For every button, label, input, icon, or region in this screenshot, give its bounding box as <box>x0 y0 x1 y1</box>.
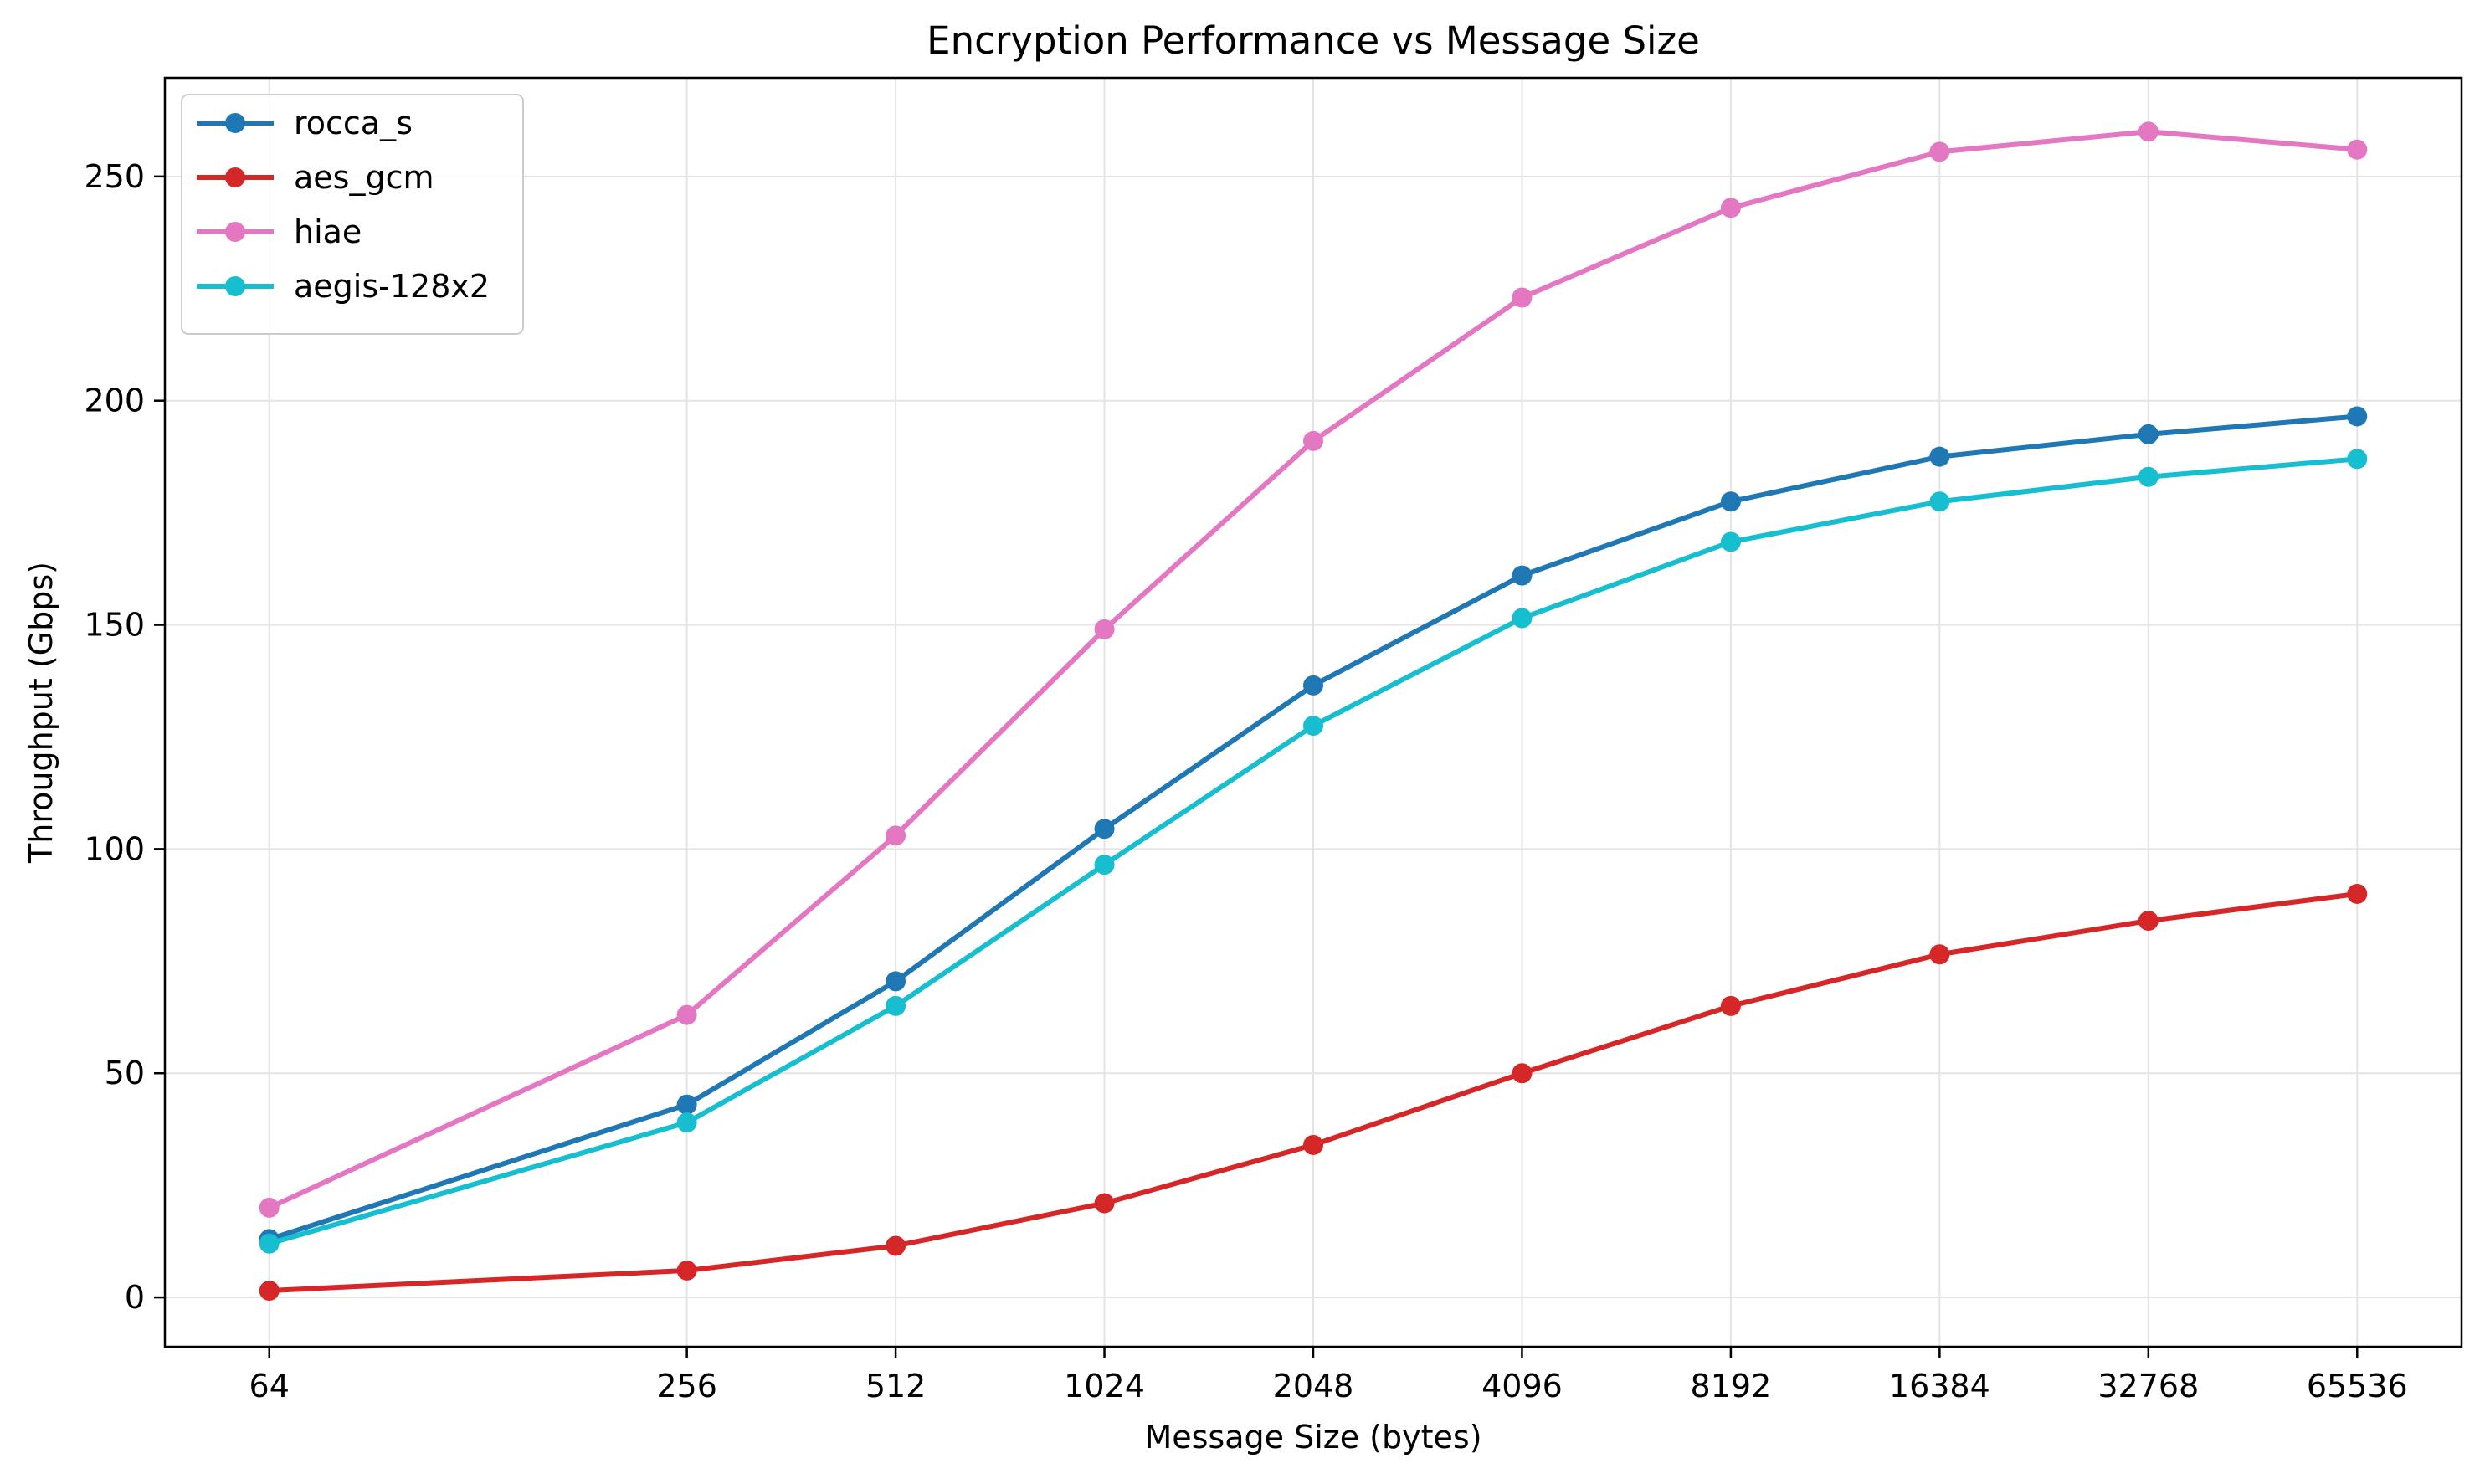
legend-label: aes_gcm <box>294 159 434 196</box>
data-point <box>259 1281 280 1302</box>
y-tick-label: 200 <box>84 383 145 419</box>
series-line <box>266 456 2360 1246</box>
data-point <box>1720 995 1741 1016</box>
data-point <box>886 971 906 992</box>
data-point <box>259 1233 280 1254</box>
legend-item-rocca_s: rocca_s <box>197 105 413 141</box>
series-line <box>266 891 2360 1294</box>
chart-title: Encryption Performance vs Message Size <box>927 18 1700 63</box>
data-point <box>1094 855 1115 876</box>
legend-label: rocca_s <box>294 105 413 141</box>
legend-marker <box>225 113 245 133</box>
legend-box <box>181 94 524 335</box>
series-aes_gcm <box>259 883 2368 1302</box>
series-line <box>266 129 2360 1210</box>
data-point <box>1512 287 1533 308</box>
x-tick-label: 32768 <box>2097 1368 2199 1404</box>
data-point <box>1303 716 1323 737</box>
series-hiae <box>259 121 2368 1218</box>
data-point <box>1094 1193 1115 1214</box>
data-point <box>1303 430 1323 451</box>
data-point <box>1720 198 1741 218</box>
data-point <box>2347 139 2368 160</box>
data-point <box>1929 141 1950 162</box>
series-aegis-128x2 <box>259 449 2368 1254</box>
y-tick-label: 0 <box>125 1279 145 1316</box>
y-tick-label: 50 <box>105 1055 145 1091</box>
x-tick-label: 4096 <box>1481 1368 1563 1404</box>
data-point <box>2138 424 2159 444</box>
x-tick-label: 65536 <box>2307 1368 2408 1404</box>
x-tick-label: 16384 <box>1889 1368 1990 1404</box>
data-point <box>2347 883 2368 904</box>
data-point <box>1929 446 1950 467</box>
data-point <box>886 995 906 1016</box>
data-point <box>1720 491 1741 512</box>
x-tick-label: 2048 <box>1273 1368 1354 1404</box>
x-tick-label: 1024 <box>1064 1368 1145 1404</box>
y-tick-label: 250 <box>84 158 145 195</box>
data-point <box>886 1235 906 1256</box>
data-point <box>676 1260 697 1281</box>
legend-label: aegis-128x2 <box>294 268 490 305</box>
data-point <box>1720 531 1741 552</box>
data-point <box>1512 565 1533 586</box>
data-point <box>2138 466 2159 487</box>
legend-marker <box>225 276 245 296</box>
legend-marker <box>225 167 245 187</box>
legend-item-aes_gcm: aes_gcm <box>197 159 434 196</box>
x-axis-label: Message Size (bytes) <box>1144 1419 1481 1456</box>
data-point <box>1094 819 1115 840</box>
series-rocca_s <box>259 406 2368 1250</box>
data-point <box>2347 449 2368 470</box>
legend-item-hiae: hiae <box>197 213 362 250</box>
data-point <box>1094 619 1115 639</box>
data-point <box>1303 675 1323 696</box>
data-point <box>2138 121 2159 142</box>
data-point <box>1929 491 1950 512</box>
data-point <box>676 1112 697 1133</box>
x-tick-label: 512 <box>865 1368 927 1404</box>
data-point <box>886 825 906 846</box>
axes: 64 256 512 1024 2048 4096 8192 16384 32768 65536 0… <box>84 76 2463 1404</box>
data-point <box>1929 944 1950 965</box>
legend-marker <box>225 222 245 242</box>
data-point <box>676 1094 697 1115</box>
data-point <box>1512 1063 1533 1084</box>
data-point <box>1303 1134 1323 1155</box>
x-tick-label: 256 <box>656 1368 717 1404</box>
data-point <box>676 1004 697 1025</box>
y-axis-label: Throughput (Gbps) <box>23 562 59 864</box>
legend-item-aegis-128x2: aegis-128x2 <box>197 268 490 305</box>
y-tick-label: 100 <box>84 830 145 867</box>
legend-label: hiae <box>294 213 362 250</box>
series-line <box>266 413 2360 1242</box>
grid-lines <box>165 78 2462 1347</box>
series-lines <box>259 121 2368 1302</box>
data-point <box>1512 608 1533 629</box>
data-point <box>2138 911 2159 932</box>
x-tick-label: 64 <box>249 1368 290 1404</box>
data-point <box>259 1197 280 1218</box>
x-tick-label: 8192 <box>1691 1368 1772 1404</box>
data-point <box>2347 406 2368 427</box>
y-tick-label: 150 <box>84 607 145 644</box>
